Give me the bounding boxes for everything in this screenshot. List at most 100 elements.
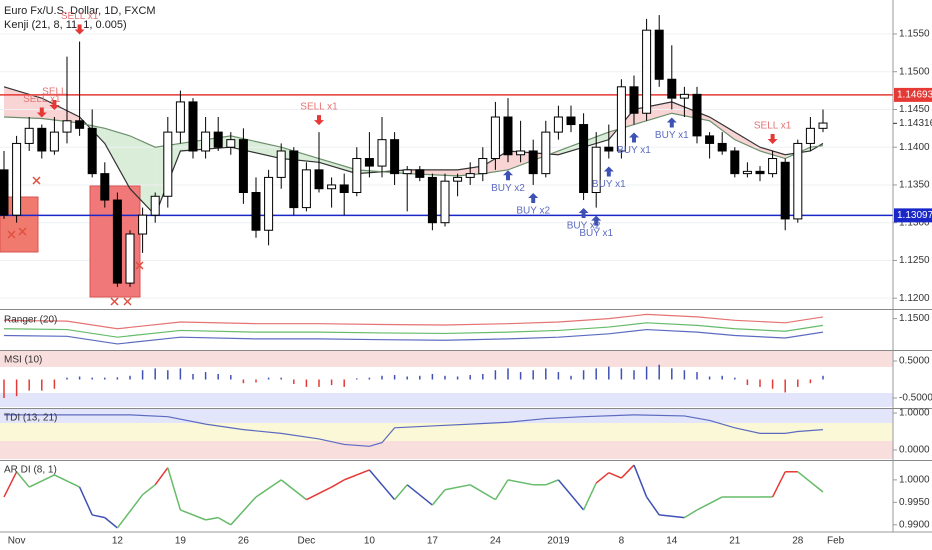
level-label: 1.14693 [897,90,932,101]
candle-body [604,146,614,152]
candle-body [440,180,450,224]
indicator-segment [280,479,307,501]
cloud-fill [734,132,760,151]
buy-signal: BUY x2 [516,206,550,217]
indicator-segment [54,474,80,488]
buy-arrow [603,166,614,177]
cloud-fill [41,98,80,124]
buy-arrow [666,117,677,128]
indicator-segment [167,467,182,511]
buy-arrow [503,170,513,181]
candle-body [402,169,412,175]
indicator-segment [343,469,370,481]
indicator-segment [331,479,345,488]
candle-body [327,184,337,190]
candle-body [24,127,34,144]
y-tick-label: 1.1450 [899,104,930,115]
indicator-segment [154,467,169,486]
indicator-segment [116,494,144,529]
indicator-segment [217,516,232,526]
candle-body [755,170,765,175]
candle-body [150,195,160,216]
indicator-segment [645,496,660,516]
candle-body [276,150,286,178]
sell-signal: SELL x1 [61,11,99,22]
x-tick-label: 14 [666,536,678,547]
candle-body [100,173,110,201]
sell-signal: SELL x1 [754,121,792,132]
candle-body [591,146,601,194]
buy-signal: BUY x1 [655,130,689,141]
candle-body [541,131,551,175]
indicator-segment [92,514,105,519]
indicator-segment [608,471,622,479]
y-tick-label: 1.1500 [899,313,930,324]
indicator-segment [557,479,585,511]
y-tick-label: 1.0000 [899,408,930,419]
indicator-segment [180,509,206,521]
msi-upper-band [0,351,893,367]
candle-body [415,169,425,178]
cloud-fill [319,158,357,174]
x-tick-label: 19 [175,536,187,547]
candle-body [251,192,261,231]
y-tick-label: -0.5000 [899,393,932,404]
candle-body [629,86,639,114]
candle-body [478,158,488,175]
sell-arrow [74,24,85,35]
indicator-segment [28,474,55,488]
indicator-segment [545,479,559,486]
tdi-lower-band [0,441,893,459]
candle-body [654,29,664,80]
indicator-segment [620,464,635,479]
pane-title: AR DI (8, 1) [4,465,57,476]
candle-body [238,139,248,193]
indicator-segment [306,486,332,501]
buy-signal: BUY x1 [579,228,613,239]
indicator-segment [205,516,219,521]
buy-signal: BUY x2 [491,183,525,194]
x-tick-label: 24 [490,536,502,547]
candle-body [490,116,500,160]
x-tick-label: 17 [427,536,439,547]
candle-body [528,150,538,175]
y-tick-label: 0.9900 [899,519,930,530]
sell-signal: SELL x1 [300,102,338,113]
indicator-line [3,328,824,345]
sell-signal: SELL [42,87,67,98]
indicator-line [3,322,824,338]
buy-signal: BUY x1 [617,145,651,156]
candle-body [692,93,702,137]
sell-arrow [314,115,324,126]
indicator-segment [104,517,118,529]
candle-body [579,124,589,193]
sell-arrow [49,100,60,111]
indicator-segment [582,482,597,511]
y-tick-label: 1.0000 [899,475,930,486]
y-tick-label: 1.1550 [899,29,930,40]
pane-title: MSI (10) [4,355,42,366]
candle-body [301,169,311,209]
indicator-line [4,414,824,447]
indicator-line [3,313,824,330]
candle-body [427,176,437,224]
y-tick-label: 0.5000 [899,356,930,367]
candle-body [377,139,387,167]
indicator-segment [444,484,471,491]
candle-body [818,122,828,129]
candle-body [125,233,135,284]
indicator-segment [659,514,685,519]
candle-body [717,142,727,152]
indicator-segment [394,484,408,501]
candle-body [390,139,400,175]
candle-body [679,93,689,99]
x-marker [7,176,144,306]
candle-body [503,116,513,156]
indicator-segment [406,484,433,506]
x-tick-label: 28 [792,536,804,547]
candle-body [175,101,185,133]
tdi-upper-band [0,409,893,423]
buy-signal: BUY x1 [592,179,626,190]
